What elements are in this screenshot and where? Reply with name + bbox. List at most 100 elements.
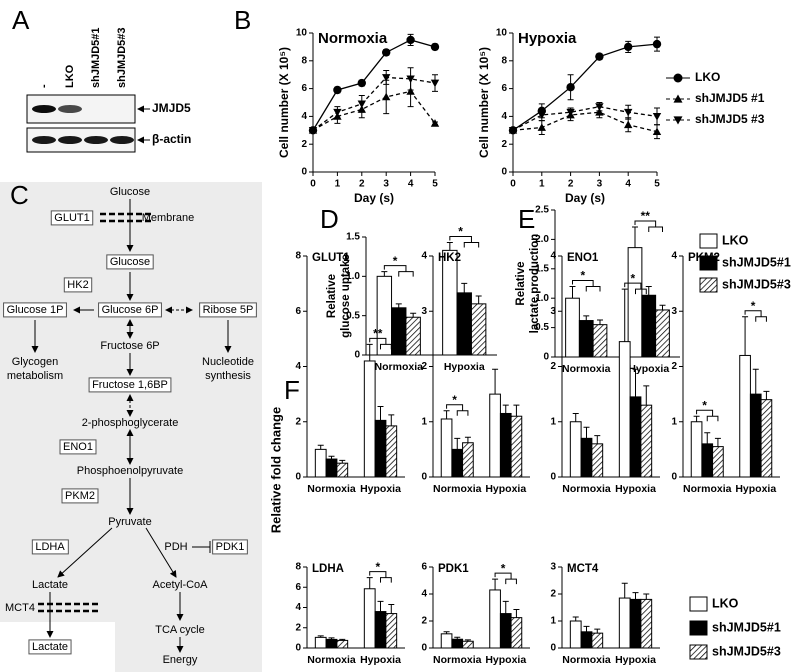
pathway-node: PDK1 (212, 539, 248, 555)
significance-bracket (383, 265, 414, 277)
node-label: MCT4 (5, 602, 35, 614)
node-box (31, 539, 69, 555)
x-axis-label: Day (s) (354, 191, 394, 205)
y-tick-label: 2 (671, 361, 677, 372)
data-point (566, 108, 575, 117)
error-bar (388, 603, 395, 614)
bar (640, 598, 653, 649)
bar (760, 399, 773, 478)
significance-bracket (494, 572, 517, 585)
node-label: LDHA (35, 541, 65, 553)
significance-label: * (393, 254, 398, 268)
error-bar (763, 390, 770, 400)
bar (376, 275, 393, 356)
error-bar (328, 455, 335, 460)
error-bar (492, 578, 499, 590)
pathway-node: Fructose 6P (100, 340, 159, 352)
node-label: Pyruvate (108, 516, 151, 528)
blot-band (84, 136, 108, 144)
bar (391, 307, 407, 356)
data-point (430, 79, 440, 88)
series-line (312, 76, 436, 131)
y-tick-label: 8 (295, 562, 301, 573)
bar (712, 446, 724, 478)
bar (462, 442, 474, 478)
significance-label: * (630, 271, 635, 285)
bar (592, 324, 608, 358)
y-axis-label: Cell number (X 10⁵) (277, 47, 291, 158)
x-tick-label: Normoxia (433, 654, 482, 666)
error-bar (583, 426, 590, 439)
data-point (595, 108, 604, 116)
y-tick-label: 6 (295, 306, 301, 317)
panel-label: C (10, 180, 29, 210)
pathway-node: GLUT1 (50, 210, 94, 226)
y-tick-label: 0.5 (535, 322, 549, 333)
legend-label: LKO (712, 596, 739, 610)
significance-bracket (449, 236, 480, 248)
data-point (508, 126, 518, 135)
data-point (333, 108, 342, 117)
error-bar (693, 415, 700, 422)
node-box (3, 302, 67, 318)
y-tick-label: 6 (501, 83, 507, 94)
bar (580, 437, 593, 478)
error-bar (446, 242, 453, 251)
y-tick-label: 2 (421, 361, 427, 372)
y-tick-label: 2 (295, 622, 301, 633)
panel-label: E (518, 204, 535, 234)
data-point (406, 35, 415, 45)
x-tick-label: 2 (568, 179, 574, 190)
x-tick-label: Hypoxia (735, 483, 776, 495)
node-label: Glucose (110, 186, 150, 198)
y-tick-label: 0 (550, 472, 556, 483)
significance-label: * (458, 225, 463, 239)
panel-label: B (234, 5, 251, 35)
y-tick-label: 1.0 (535, 293, 549, 304)
bar (462, 640, 474, 649)
pathway-node: ENO1 (59, 439, 97, 455)
legend-label: LKO (695, 70, 720, 84)
chart-title: MCT4 (567, 563, 599, 575)
y-tick-label: 0 (671, 472, 677, 483)
y-tick-label: 0 (501, 167, 507, 178)
error-bar (443, 410, 450, 419)
y-tick-label: 8 (295, 251, 301, 262)
error-bar (572, 412, 579, 422)
bar (629, 396, 642, 478)
error-bar (643, 593, 650, 600)
error-bar (583, 315, 590, 321)
y-tick-label: 3 (550, 306, 556, 317)
y-tick-label: 1.0 (346, 271, 360, 282)
error-bar (645, 285, 652, 296)
y-tick-label: 2 (550, 361, 556, 372)
pathway-node: Ribose 5P (199, 302, 257, 318)
error-bar (632, 592, 639, 600)
pathway-node: Lactate (32, 579, 68, 591)
bar (499, 412, 512, 478)
significance-bracket (369, 571, 392, 583)
error-bar (328, 637, 335, 640)
y-tick-label: 4 (550, 251, 556, 262)
blot-band (32, 136, 56, 144)
node-label: Lactate (32, 579, 68, 591)
error-bar (464, 639, 471, 642)
bar (336, 639, 349, 649)
pathway-node: Glycogen metabolism (7, 356, 63, 382)
band-label: JMJD5 (152, 101, 191, 115)
bar (629, 598, 642, 649)
data-point (382, 74, 391, 82)
data-point (652, 39, 662, 49)
pathway-node: 2-phosphoglycerate (82, 417, 179, 429)
pathway-node: MCT4 (5, 602, 35, 614)
y-tick-label: 2 (501, 139, 507, 150)
significance-label: ** (373, 327, 383, 341)
legend-marker (673, 73, 683, 83)
pathway-node: PKM2 (61, 488, 99, 504)
bar (325, 458, 338, 478)
chart-title: LDHA (312, 563, 344, 575)
significance-bracket (744, 310, 767, 322)
chart-title: GLUT1 (312, 252, 350, 264)
y-tick-label: 0 (295, 643, 301, 654)
significance-bracket (446, 404, 469, 416)
